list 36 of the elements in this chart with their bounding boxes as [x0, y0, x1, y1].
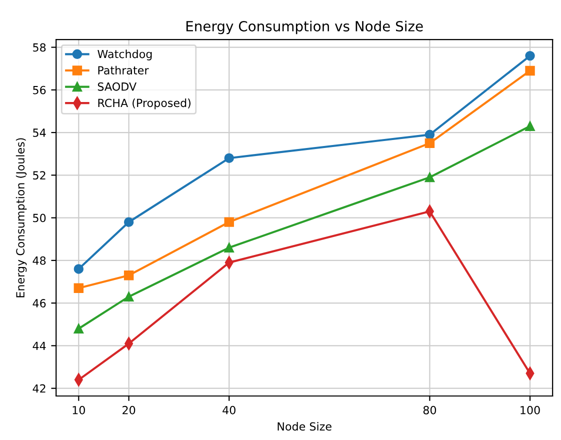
legend-label: RCHA (Proposed)	[98, 98, 190, 110]
point	[124, 270, 134, 280]
point	[525, 66, 535, 76]
chart-title: Energy Consumption vs Node Size	[186, 20, 423, 34]
point	[424, 138, 435, 148]
point	[74, 324, 84, 334]
y-axis-title: Energy Consumption (Joules)	[16, 138, 27, 298]
legend-label: Watchdog	[98, 50, 152, 60]
y-tick-label: 42	[32, 384, 46, 393]
point	[224, 153, 234, 163]
point	[224, 217, 234, 227]
point	[74, 264, 84, 274]
point	[525, 50, 535, 61]
y-tick-label: 44	[32, 342, 46, 350]
x-tick-label: 10	[72, 406, 85, 414]
x-tick-label: 40	[222, 406, 236, 414]
y-tick-label: 52	[33, 171, 46, 180]
x-tick-label: 20	[122, 406, 136, 414]
y-tick-label: 54	[33, 128, 46, 137]
y-tick-label: 56	[33, 86, 46, 94]
point	[424, 172, 435, 182]
y-tick-label: 58	[33, 43, 46, 52]
legend-label: SAODV	[98, 82, 136, 91]
x-axis-title: Node Size	[278, 422, 332, 431]
x-tick-label: 80	[423, 406, 436, 414]
point	[424, 130, 435, 140]
point	[525, 121, 535, 132]
x-tick-label: 100	[520, 406, 540, 414]
y-tick-label: 48	[32, 256, 46, 265]
legend-label: Pathrater	[98, 66, 149, 75]
point	[124, 292, 134, 302]
point	[74, 283, 84, 294]
y-tick-label: 46	[32, 299, 46, 308]
point	[124, 217, 134, 227]
y-tick-label: 50	[33, 214, 46, 222]
point	[224, 242, 234, 253]
